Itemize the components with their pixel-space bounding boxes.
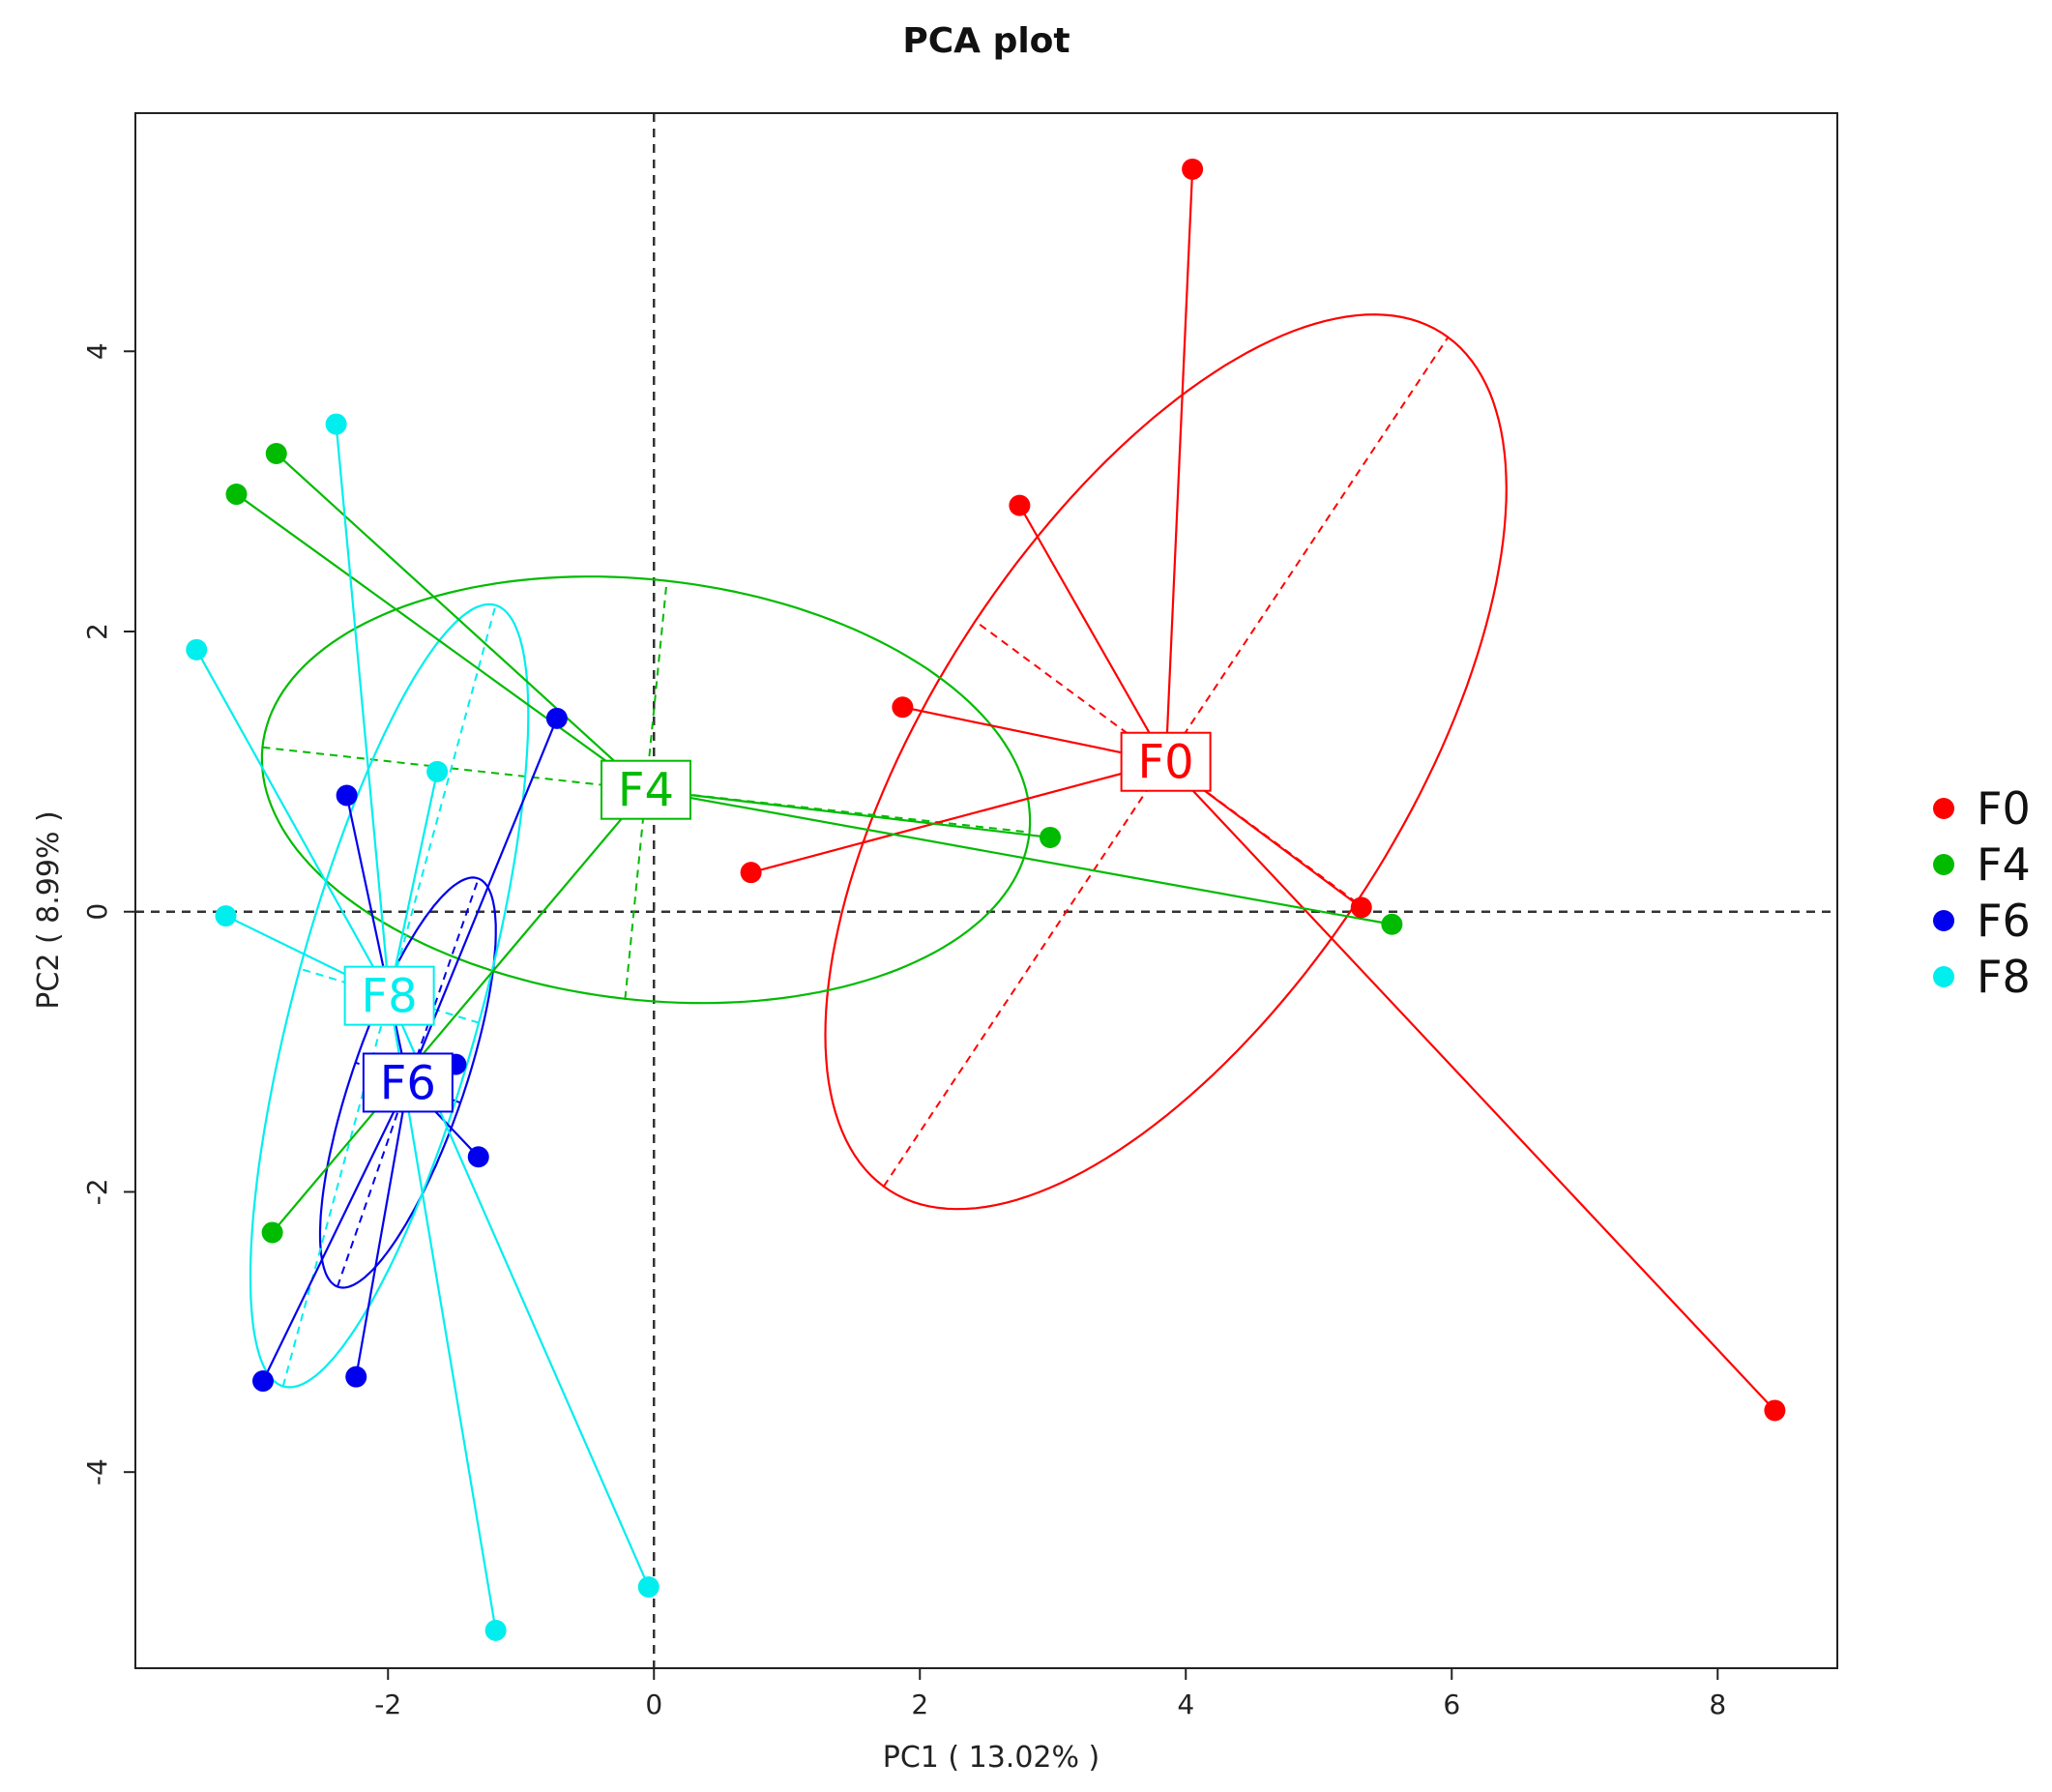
spoke-f0-0 bbox=[1164, 168, 1194, 762]
legend-item-f4: F4 bbox=[1933, 838, 2031, 891]
ellipse-f4 bbox=[260, 575, 1032, 1005]
point-f4-0 bbox=[265, 443, 287, 465]
spoke-f6-5 bbox=[355, 1082, 409, 1377]
x-tick-label-3: 4 bbox=[1177, 1689, 1194, 1720]
ellipse-f8 bbox=[249, 602, 530, 1389]
centroid-box-f4 bbox=[601, 759, 691, 820]
point-f4-1 bbox=[225, 484, 248, 506]
point-f6-4 bbox=[252, 1370, 274, 1393]
spoke-f4-0 bbox=[276, 453, 647, 791]
centroid-text-f6: F6 bbox=[380, 1056, 436, 1110]
legend-item-f6: F6 bbox=[1933, 895, 2031, 947]
point-f4-2 bbox=[1040, 826, 1061, 848]
y-tick-label-2: 0 bbox=[81, 903, 113, 921]
x-axis-label: PC1 ( 13.02% ) bbox=[883, 1741, 1100, 1775]
point-f8-0 bbox=[325, 413, 347, 435]
x-tick-label-1: 0 bbox=[645, 1689, 662, 1720]
point-f8-2 bbox=[426, 760, 449, 782]
legend-label-f0: F0 bbox=[1977, 782, 2031, 835]
point-f8-3 bbox=[215, 905, 237, 927]
spoke-f8-1 bbox=[195, 649, 391, 997]
point-f8-1 bbox=[186, 638, 208, 661]
centroid-box-f6 bbox=[362, 1052, 454, 1113]
spoke-f0-1 bbox=[1018, 505, 1167, 763]
spoke-f4-4 bbox=[271, 788, 647, 1234]
y-axis-label: PC2 ( 8.99% ) bbox=[32, 810, 66, 1009]
x-tick-label-2: 2 bbox=[911, 1689, 928, 1720]
legend-item-f8: F8 bbox=[1933, 951, 2031, 1003]
legend-item-f0: F0 bbox=[1933, 782, 2031, 835]
legend-label-f4: F4 bbox=[1977, 838, 2031, 891]
centroid-label-f8: F8 bbox=[343, 965, 435, 1026]
x-tick-label-0: -2 bbox=[374, 1689, 401, 1720]
x-tick-label-5: 8 bbox=[1709, 1689, 1726, 1720]
point-f0-1 bbox=[1009, 494, 1031, 516]
point-f0-4 bbox=[1350, 896, 1372, 919]
centroid-label-f6: F6 bbox=[362, 1052, 454, 1113]
centroid-box-f0 bbox=[1120, 731, 1212, 792]
legend-marker-f6 bbox=[1933, 910, 1954, 931]
centroid-label-f0: F0 bbox=[1120, 731, 1212, 792]
legend-label-f8: F8 bbox=[1977, 951, 2031, 1003]
centroid-text-f4: F4 bbox=[618, 764, 674, 818]
spoke-f4-3 bbox=[645, 788, 1392, 925]
point-f0-3 bbox=[740, 862, 762, 884]
spoke-f0-5 bbox=[1164, 760, 1776, 1412]
point-f4-4 bbox=[261, 1221, 283, 1244]
centroid-text-f0: F0 bbox=[1138, 736, 1194, 790]
point-f0-2 bbox=[892, 696, 914, 719]
spoke-f6-4 bbox=[262, 1081, 409, 1382]
y-tick-label-1: -2 bbox=[81, 1178, 113, 1205]
ellipse-minor-axis-f8 bbox=[299, 967, 480, 1024]
legend-marker-f0 bbox=[1933, 798, 1954, 819]
point-f6-1 bbox=[336, 784, 358, 807]
ellipse-major-axis-f0 bbox=[882, 337, 1450, 1188]
centroid-label-f4: F4 bbox=[601, 759, 691, 820]
plot-area: F0 F4 F6 F8 bbox=[135, 113, 1837, 1668]
legend-marker-f4 bbox=[1933, 854, 1954, 875]
point-f6-5 bbox=[345, 1366, 367, 1388]
y-tick-label-4: 4 bbox=[81, 342, 113, 360]
ellipse-f0 bbox=[824, 313, 1508, 1211]
plot-frame bbox=[134, 112, 1838, 1669]
legend-label-f6: F6 bbox=[1977, 895, 2031, 947]
chart-title: PCA plot bbox=[902, 21, 1070, 61]
centroid-box-f8 bbox=[343, 965, 435, 1026]
spoke-f4-1 bbox=[235, 493, 647, 791]
spoke-f4-2 bbox=[645, 788, 1051, 839]
y-tick-label-0: -4 bbox=[81, 1458, 113, 1485]
point-f4-3 bbox=[1381, 913, 1403, 935]
axes: -2 0 2 4 6 8 -4 -2 0 2 4 bbox=[81, 342, 1726, 1720]
spoke-f8-0 bbox=[335, 424, 391, 996]
x-tick-label-4: 6 bbox=[1443, 1689, 1460, 1720]
y-tick-label-3: 2 bbox=[81, 623, 113, 640]
spoke-f8-2 bbox=[388, 771, 439, 996]
spoke-f0-3 bbox=[750, 760, 1166, 874]
point-f8-5 bbox=[484, 1619, 507, 1641]
point-f0-5 bbox=[1764, 1399, 1786, 1422]
point-f6-0 bbox=[545, 707, 568, 729]
point-f8-4 bbox=[637, 1575, 660, 1598]
point-f0-0 bbox=[1182, 158, 1204, 180]
spoke-f6-1 bbox=[345, 795, 409, 1083]
legend-marker-f8 bbox=[1933, 966, 1954, 987]
point-f6-3 bbox=[467, 1146, 489, 1168]
ellipse-major-axis-f6 bbox=[337, 878, 480, 1287]
centroid-text-f8: F8 bbox=[362, 970, 418, 1024]
